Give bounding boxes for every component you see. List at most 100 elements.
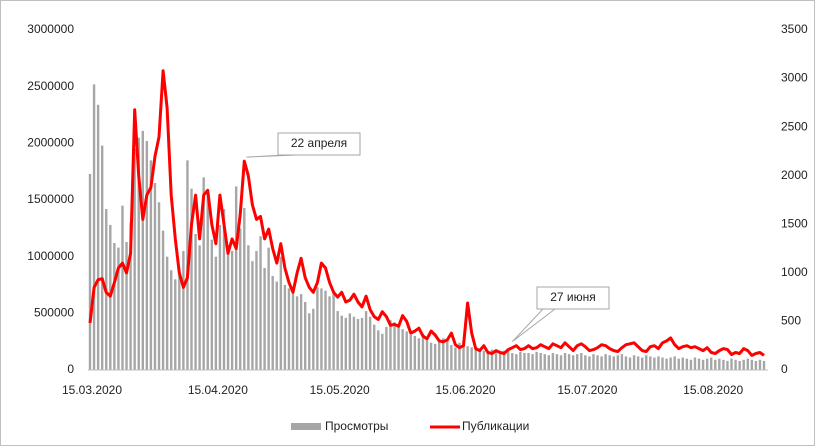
bar [730, 358, 733, 370]
bar [600, 356, 603, 370]
bar [446, 340, 449, 370]
y2-tick-label: 0 [781, 362, 788, 376]
bar [174, 279, 177, 370]
bar [340, 315, 343, 370]
bar [722, 359, 725, 370]
bar [515, 354, 518, 370]
bar [519, 351, 522, 370]
y-tick-label: 1500000 [27, 192, 74, 206]
bar [303, 302, 307, 370]
bar [458, 342, 461, 370]
bar [247, 245, 250, 370]
bar [604, 354, 607, 370]
bar [336, 311, 339, 370]
bar [645, 355, 648, 370]
bar [271, 275, 274, 370]
bar [571, 355, 575, 370]
bar [580, 353, 583, 370]
y2-tick-label: 3500 [781, 22, 808, 36]
x-tick-label: 15.07.2020 [557, 383, 617, 397]
bar [665, 358, 668, 370]
bar [92, 84, 96, 371]
bar [239, 228, 242, 370]
bar [295, 296, 299, 370]
y2-tick-label: 500 [781, 314, 801, 328]
line [88, 69, 765, 357]
annotation: 27 июня [550, 290, 596, 304]
callout-box [277, 132, 361, 156]
bar [381, 333, 384, 370]
y2-tick-label: 2500 [781, 119, 808, 133]
bar [393, 322, 396, 370]
bar [478, 348, 481, 370]
bar [758, 359, 762, 370]
bar [450, 345, 453, 370]
bar [88, 173, 92, 370]
y-tick-label: 0 [67, 362, 74, 376]
bar [470, 347, 473, 370]
bar [425, 340, 429, 370]
bar [348, 313, 352, 370]
bar [697, 358, 701, 370]
bar [332, 290, 335, 370]
bar [279, 256, 283, 370]
y-tick-label: 3000000 [27, 22, 74, 36]
bar [149, 160, 153, 370]
bar [685, 358, 689, 370]
y2-tick-label: 1500 [781, 216, 808, 230]
bar [714, 359, 717, 370]
bar [222, 209, 226, 370]
bar [145, 141, 149, 370]
bar [523, 353, 526, 370]
bar [616, 355, 620, 370]
bar [527, 353, 530, 370]
y-tick-label: 2000000 [27, 136, 74, 150]
bar [198, 245, 201, 370]
bar [531, 354, 534, 370]
bar [133, 149, 136, 370]
bar [202, 177, 205, 370]
bar [385, 326, 388, 370]
bar [267, 247, 270, 370]
bar [316, 287, 319, 370]
bar [559, 355, 563, 370]
bar [693, 357, 697, 370]
bar [681, 357, 684, 370]
bar [486, 351, 490, 370]
bar [165, 256, 169, 370]
bar [673, 356, 676, 370]
bar [96, 104, 100, 371]
bar [636, 356, 640, 370]
bar [230, 251, 234, 370]
bar [320, 288, 323, 370]
bar [100, 145, 104, 370]
bar [502, 350, 506, 370]
bar [612, 356, 615, 370]
bar [397, 324, 400, 370]
bar [299, 294, 303, 370]
bar [137, 137, 140, 370]
bar [259, 236, 262, 370]
bar [178, 268, 181, 370]
bar [620, 354, 624, 370]
bar [170, 270, 173, 370]
bar [482, 350, 486, 370]
bar [210, 239, 214, 370]
y-tick-label: 2500000 [27, 79, 74, 93]
bar [746, 358, 749, 370]
bar [218, 224, 222, 370]
bar [377, 330, 380, 370]
x-tick-label: 15.08.2020 [683, 383, 743, 397]
bar [255, 251, 258, 370]
bar [283, 285, 287, 370]
bar [373, 324, 376, 370]
bar [214, 256, 218, 370]
bar [494, 350, 498, 370]
bar [551, 353, 555, 370]
bar [356, 319, 360, 370]
bar [640, 357, 644, 370]
bar [437, 341, 441, 370]
bar [592, 354, 595, 370]
legend-label: Публикации [462, 419, 529, 433]
bar [226, 245, 230, 370]
